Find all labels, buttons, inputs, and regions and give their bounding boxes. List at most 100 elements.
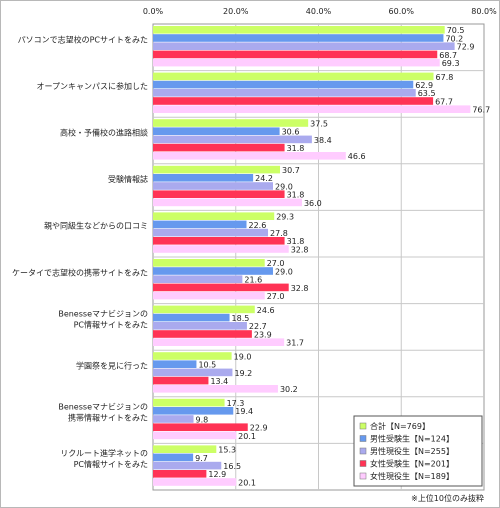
bar — [153, 275, 243, 283]
data-label: 30.2 — [280, 385, 298, 394]
bar — [153, 105, 471, 113]
data-label: 27.0 — [267, 292, 285, 301]
data-label: 72.9 — [457, 43, 475, 52]
data-label: 38.4 — [314, 136, 332, 145]
bar — [153, 80, 414, 89]
data-label: 29.0 — [275, 182, 293, 191]
data-label: 27.0 — [267, 259, 285, 268]
data-label: 68.7 — [439, 51, 457, 60]
legend-swatch — [359, 435, 367, 442]
data-label: 76.7 — [472, 106, 490, 115]
data-label: 67.8 — [436, 73, 454, 82]
bar — [153, 283, 289, 292]
legend-label: 合計【N=769】 — [370, 421, 430, 431]
x-tick-label: 20.0% — [223, 7, 249, 16]
data-label: 22.7 — [249, 322, 267, 331]
bar — [153, 119, 309, 127]
bar — [153, 182, 273, 190]
bar — [153, 165, 281, 174]
legend-swatch — [359, 422, 367, 430]
data-label: 70.5 — [447, 26, 465, 35]
bar — [153, 72, 434, 81]
legend-label: 女性受験生【N=201】 — [370, 459, 454, 469]
data-label: 31.8 — [287, 237, 305, 246]
category-label: Benesseマナビジョンの — [58, 309, 148, 318]
data-label: 31.8 — [287, 144, 305, 153]
data-label: 32.8 — [291, 245, 309, 254]
bar — [153, 398, 225, 407]
bar — [153, 291, 265, 300]
footnote: ※上位10位のみ抜粋 — [411, 493, 484, 503]
data-label: 46.6 — [348, 152, 366, 161]
data-label: 18.5 — [232, 314, 250, 323]
bar — [153, 423, 248, 431]
data-label: 22.6 — [249, 221, 267, 230]
data-label: 19.0 — [234, 352, 252, 361]
data-label: 20.1 — [238, 478, 256, 487]
category-label: Benesseマナビジョンの — [58, 403, 148, 412]
bar — [153, 338, 285, 346]
data-label: 62.9 — [415, 81, 433, 90]
legend-swatch — [359, 472, 367, 480]
x-tick-label: 0.0% — [143, 7, 164, 16]
bar — [153, 212, 275, 220]
x-tick-label: 80.0% — [471, 7, 497, 16]
bar — [153, 42, 455, 50]
bar — [153, 368, 233, 377]
data-label: 37.5 — [310, 119, 328, 128]
bar — [153, 135, 312, 144]
data-label: 67.7 — [435, 97, 453, 106]
data-label: 9.8 — [196, 415, 209, 424]
legend-label: 男性受験生【N=124】 — [370, 434, 454, 444]
data-label: 32.8 — [291, 284, 309, 293]
bar — [153, 237, 285, 245]
data-label: 27.8 — [270, 229, 288, 238]
data-label: 63.5 — [418, 89, 436, 98]
data-label: 69.3 — [442, 59, 460, 68]
data-label: 30.6 — [282, 128, 300, 137]
bar — [153, 478, 237, 486]
x-tick-label: 60.0% — [389, 7, 415, 16]
legend-label: 男性現役生【N=255】 — [370, 446, 454, 456]
bar — [153, 97, 434, 105]
bar — [153, 220, 247, 229]
data-label: 19.2 — [234, 369, 252, 378]
bar — [153, 259, 265, 267]
data-label: 21.6 — [244, 276, 262, 285]
data-label: 19.4 — [235, 407, 253, 416]
category-label: 受験情報誌 — [108, 174, 148, 184]
data-label: 9.7 — [195, 454, 208, 463]
data-label: 29.0 — [275, 267, 293, 276]
data-label: 15.3 — [218, 446, 236, 455]
data-label: 31.8 — [287, 191, 305, 200]
category-label: 携帯情報サイトをみた — [68, 413, 148, 423]
data-label: 30.7 — [282, 166, 300, 175]
bar — [153, 89, 416, 97]
data-label: 24.6 — [257, 306, 275, 315]
bar — [153, 174, 254, 182]
category-label: パソコンで志望校のPCサイトをみた — [18, 34, 148, 44]
x-tick-label: 40.0% — [306, 7, 332, 16]
data-label: 10.5 — [198, 361, 216, 370]
bar — [153, 34, 444, 42]
data-label: 16.5 — [223, 462, 241, 471]
category-label: オープンキャンパスに参加した — [36, 81, 148, 91]
data-label: 29.3 — [276, 213, 294, 222]
category-label: PC情報サイトをみた — [74, 459, 148, 469]
bar — [153, 445, 217, 453]
bar — [153, 453, 194, 462]
bar — [153, 415, 194, 423]
data-label: 24.2 — [255, 174, 273, 183]
legend-swatch — [359, 460, 367, 467]
legend-swatch — [359, 447, 367, 455]
category-label: 学園祭を見に行った — [76, 361, 148, 371]
category-label: PC情報サイトをみた — [74, 319, 148, 329]
bar — [153, 352, 232, 360]
bar — [153, 360, 197, 368]
data-label: 23.9 — [254, 330, 272, 339]
bar — [153, 385, 278, 393]
data-label: 22.9 — [250, 424, 268, 433]
legend-label: 女性現役生【N=189】 — [370, 471, 454, 481]
bar — [153, 245, 289, 253]
